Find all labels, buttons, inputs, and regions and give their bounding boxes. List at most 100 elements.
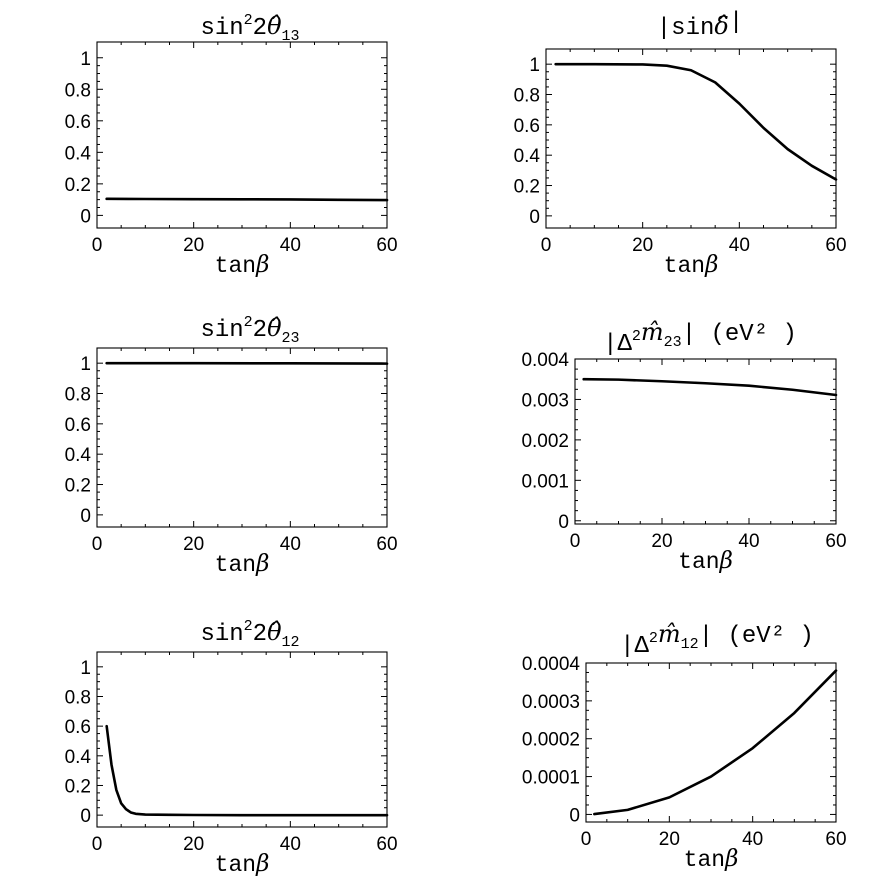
title-part: θ̂	[267, 314, 282, 342]
x-tick-label: 40	[742, 829, 763, 850]
x-tick-label: 60	[825, 531, 846, 552]
title-part: θ̂	[267, 618, 282, 646]
y-tick-label: 0.4	[65, 445, 92, 466]
x-axis-label-symbol: β	[255, 551, 269, 577]
x-tick-label: 20	[632, 235, 653, 256]
x-axis-label-symbol: β	[255, 851, 269, 877]
x-axis-label: tanβ	[215, 851, 270, 878]
y-tick-label: 1	[80, 658, 91, 679]
x-axis-label-text: tan	[215, 852, 256, 878]
x-axis-label-symbol: β	[704, 252, 718, 278]
x-axis-label-text: tan	[215, 552, 256, 578]
title-part: |	[729, 9, 743, 36]
x-axis-label: tanβ	[215, 252, 270, 279]
title-part: 2	[649, 630, 658, 647]
y-tick-label: 0.0003	[522, 692, 580, 713]
y-tick-label: 0.8	[65, 385, 91, 406]
y-tick-label: 1	[529, 55, 540, 76]
title-part: 23	[664, 334, 682, 351]
y-tick-label: 0.004	[521, 350, 569, 371]
y-tick-label: 0.0004	[522, 654, 581, 675]
x-tick-label: 40	[729, 235, 750, 256]
x-tick-label: 40	[280, 834, 301, 855]
x-tick-label: 60	[376, 534, 397, 555]
title-part: 2	[253, 621, 267, 648]
x-tick-label: 60	[376, 834, 397, 855]
x-tick-label: 0	[92, 834, 103, 855]
title-part: sin	[200, 621, 243, 648]
title-part: 12	[681, 636, 699, 653]
series-line-1	[554, 62, 838, 181]
y-tick-label: 0.2	[65, 175, 91, 196]
series-line-1	[105, 724, 389, 817]
y-tick-label: 0.003	[521, 390, 569, 411]
chart-title: sin22θ̂13	[200, 12, 299, 45]
y-tick-label: 0.6	[514, 116, 540, 137]
x-axis-label: tanβ	[664, 252, 719, 279]
plot-frame	[96, 651, 388, 828]
chart-panel-2: 0 20 40 60 0 0.2 0.4 0.6 0.8 1 |sinδ̂| tanβ	[514, 9, 847, 279]
title-part: |Δ	[603, 331, 632, 358]
title-part: 2	[244, 618, 253, 635]
x-tick-label: 0	[581, 829, 592, 850]
chart-title: sin22θ̂23	[200, 314, 299, 347]
series-line-1	[582, 377, 838, 397]
x-axis-label: tanβ	[678, 548, 733, 575]
x-tick-label: 20	[659, 829, 680, 850]
chart-title: |Δ2m̂23| (eV² )	[603, 318, 797, 358]
y-tick-label: 0.0002	[522, 730, 580, 751]
title-part: 12	[282, 634, 300, 651]
title-part: 2	[244, 12, 253, 29]
y-tick-label: 0.4	[65, 747, 92, 768]
y-tick-label: 0.001	[521, 471, 569, 492]
plot-frame	[96, 347, 388, 528]
chart-panel-6: 0 20 40 60 0 0.0001 0.0002 0.0003 0.0004 |Δ2m̂12|…	[522, 620, 847, 873]
y-tick-label: 0.8	[514, 86, 540, 107]
y-tick-label: 0.6	[65, 415, 91, 436]
x-axis-label: tanβ	[684, 846, 739, 873]
chart-title: |sinδ̂|	[657, 9, 743, 42]
y-tick-label: 0	[569, 805, 580, 826]
title-part: 13	[282, 28, 300, 45]
title-part: 2	[244, 314, 253, 331]
title-part: |Δ	[620, 633, 649, 660]
y-tick-label: 0	[80, 506, 91, 527]
x-tick-label: 40	[280, 235, 301, 256]
x-axis-label-text: tan	[215, 253, 256, 279]
y-tick-label: 1	[80, 354, 91, 375]
y-tick-label: 0.2	[65, 476, 91, 497]
x-axis-label-text: tan	[684, 847, 725, 873]
y-tick-label: 0.8	[65, 80, 91, 101]
y-tick-label: 0.0001	[522, 768, 580, 789]
y-tick-label: 0.002	[521, 431, 569, 452]
x-axis-label-text: tan	[664, 253, 705, 279]
plot-frame	[545, 48, 837, 229]
y-tick-label: 0	[529, 207, 540, 228]
title-part: 2	[253, 15, 267, 42]
series-line-1	[105, 197, 389, 202]
title-part: sin	[200, 317, 243, 344]
y-tick-label: 0.4	[514, 146, 541, 167]
x-tick-label: 0	[92, 534, 103, 555]
x-tick-label: 60	[376, 235, 397, 256]
title-part: 23	[282, 330, 300, 347]
y-tick-label: 0.2	[65, 776, 91, 797]
y-tick-label: 0.6	[65, 112, 91, 133]
x-axis-label-symbol: β	[719, 548, 733, 574]
y-tick-label: 0	[80, 206, 91, 227]
x-tick-label: 40	[280, 534, 301, 555]
title-part: | (eV² )	[682, 321, 797, 348]
series-line-1	[593, 669, 838, 816]
x-axis-label-text: tan	[678, 549, 719, 575]
title-part: 2	[632, 328, 641, 345]
x-tick-label: 0	[92, 235, 103, 256]
title-part: |sin	[657, 15, 715, 42]
y-tick-label: 0	[80, 806, 91, 827]
title-part: m̂	[658, 620, 681, 648]
x-tick-label: 0	[541, 235, 552, 256]
title-part: δ̂	[714, 12, 728, 40]
